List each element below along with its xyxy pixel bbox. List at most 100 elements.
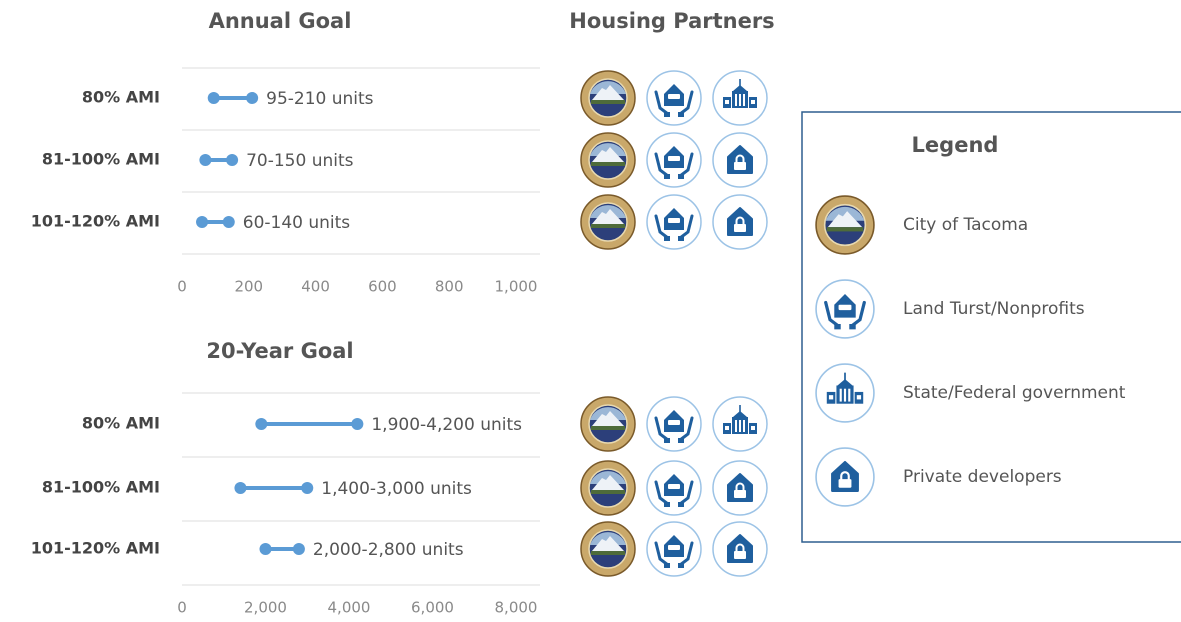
range-end: [226, 154, 239, 166]
cuff: [678, 174, 684, 179]
range-start: [255, 418, 268, 430]
column: [743, 420, 745, 432]
partner-icon: [712, 132, 768, 188]
range-end: [246, 92, 259, 104]
cuff: [664, 563, 670, 568]
x-tick-label: 800: [435, 278, 464, 296]
seal-mountain: [592, 147, 624, 162]
lock: [734, 551, 746, 559]
legend-label: State/Federal government: [903, 383, 1126, 403]
roof: [733, 85, 747, 91]
partner-icon: [646, 521, 702, 577]
house: [831, 460, 859, 492]
x-tick-label: 1,000: [495, 278, 538, 296]
lock: [734, 224, 746, 232]
seal-mountain: [592, 411, 624, 426]
cuff: [678, 563, 684, 568]
window: [668, 156, 680, 161]
chart-title: Annual Goal: [209, 9, 352, 33]
seal-land: [591, 162, 625, 166]
partner-icon: [646, 132, 702, 188]
partner-icon: [580, 194, 636, 250]
column: [839, 388, 842, 402]
flagpole: [739, 405, 741, 412]
cuff: [664, 236, 670, 241]
window: [751, 100, 755, 104]
x-tick-label: 6,000: [411, 599, 454, 617]
partner-icon: [712, 70, 768, 126]
cuff: [849, 324, 856, 330]
range-start: [196, 216, 209, 228]
x-tick-label: 8,000: [495, 599, 538, 617]
legend-box: [801, 111, 1181, 543]
column: [735, 94, 737, 106]
chart-title: 20-Year Goal: [206, 339, 353, 363]
partner-icon: [646, 194, 702, 250]
column: [848, 388, 851, 402]
value-label: 1,400-3,000 units: [321, 479, 472, 499]
shackle: [735, 482, 745, 491]
value-label: 70-150 units: [246, 151, 354, 171]
category-label: 101-120% AMI: [31, 212, 160, 231]
value-label: 60-140 units: [243, 213, 351, 233]
category-label: 81-100% AMI: [42, 150, 160, 169]
category-label: 80% AMI: [82, 414, 160, 433]
window: [856, 395, 862, 400]
partner-icon: [712, 521, 768, 577]
range-end: [301, 482, 314, 494]
window: [668, 94, 680, 99]
x-tick-label: 4,000: [328, 599, 371, 617]
partner-icon: [815, 447, 875, 507]
range-start: [234, 482, 247, 494]
roof: [733, 411, 747, 417]
partner-icon: [580, 521, 636, 577]
x-tick-label: 2,000: [244, 599, 287, 617]
legend-label: Land Turst/Nonprofits: [903, 299, 1085, 319]
legend-label: Private developers: [903, 467, 1062, 487]
range-end: [292, 543, 305, 555]
shackle: [840, 471, 850, 481]
cuff: [664, 112, 670, 117]
legend-label: City of Tacoma: [903, 215, 1028, 235]
cuff: [678, 236, 684, 241]
category-label: 81-100% AMI: [42, 478, 160, 497]
flagpole: [844, 372, 846, 381]
seal-land: [591, 551, 625, 555]
window: [668, 484, 680, 489]
x-tick-label: 0: [177, 278, 187, 296]
category-label: 101-120% AMI: [31, 539, 160, 558]
window: [668, 218, 680, 223]
seal-mountain: [592, 209, 624, 224]
category-label: 80% AMI: [82, 88, 160, 107]
value-label: 2,000-2,800 units: [313, 540, 464, 560]
flagpole: [739, 79, 741, 86]
roof: [837, 379, 853, 386]
partner-icon: [712, 460, 768, 516]
range-end: [351, 418, 364, 430]
cuff: [664, 174, 670, 179]
column: [743, 94, 745, 106]
partner-icon: [580, 396, 636, 452]
cuff: [678, 112, 684, 117]
window: [668, 545, 680, 550]
lock: [734, 162, 746, 170]
partner-icon: [580, 70, 636, 126]
range-start: [259, 543, 272, 555]
lock: [838, 479, 852, 488]
seal-land: [591, 490, 625, 494]
partner-icon: [646, 396, 702, 452]
x-tick-label: 600: [368, 278, 397, 296]
column: [843, 388, 847, 402]
cuff: [664, 438, 670, 443]
partner-icon: [815, 363, 875, 423]
partner-icon: [580, 132, 636, 188]
range-start: [207, 92, 220, 104]
shackle: [735, 154, 745, 163]
seal-mountain: [592, 536, 624, 551]
cuff: [664, 502, 670, 507]
shackle: [735, 216, 745, 225]
seal-land: [591, 100, 625, 104]
x-tick-label: 400: [301, 278, 330, 296]
seal-mountain: [592, 85, 624, 100]
window: [725, 426, 729, 430]
